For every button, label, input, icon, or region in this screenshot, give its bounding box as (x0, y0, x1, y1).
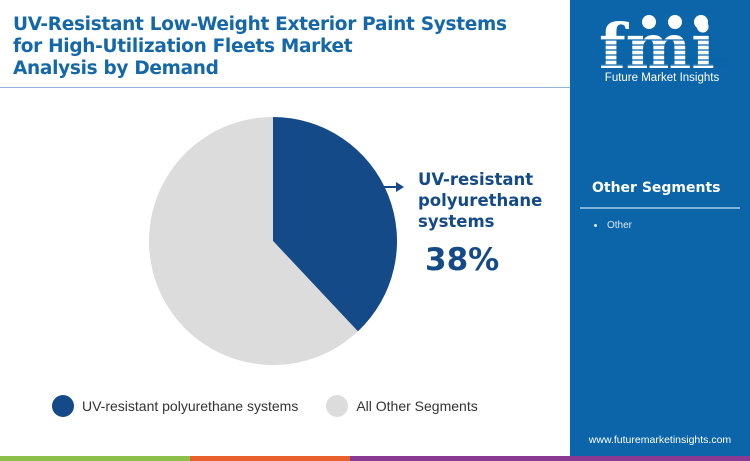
fmi-logo-icon: fmi (597, 10, 727, 72)
legend-item-other: All Other Segments (326, 395, 478, 417)
callout-line: UV-resistant (418, 170, 534, 189)
fmi-logo[interactable]: fmi Future Market Insights (597, 10, 727, 88)
footer-color-bars (0, 456, 750, 461)
page-title: UV-Resistant Low-Weight Exterior Paint S… (13, 14, 558, 80)
callout-label: UV-resistant polyurethane systems (418, 169, 542, 232)
title-line-3: Analysis by Demand (13, 58, 219, 79)
segment-label: Other (607, 220, 633, 231)
callout-value: 38% (425, 242, 500, 278)
legend-label: All Other Segments (356, 398, 478, 414)
header: UV-Resistant Low-Weight Exterior Paint S… (0, 0, 570, 88)
legend-swatch-icon (52, 395, 74, 417)
pie-svg (148, 117, 397, 365)
arrow-right-icon (380, 182, 404, 192)
divider (580, 207, 740, 209)
other-segments-title: Other Segments (592, 180, 721, 196)
title-line-1: UV-Resistant Low-Weight Exterior Paint S… (13, 14, 507, 35)
bullet-icon (594, 224, 597, 227)
brand-name: Future Market Insights (604, 72, 720, 84)
pie-chart (148, 116, 398, 366)
chart-legend: UV-resistant polyurethane systems All Ot… (52, 395, 506, 417)
title-line-2: for High-Utilization Fleets Market (13, 36, 353, 57)
callout-line: systems (418, 212, 495, 231)
segment-item-other: Other (594, 220, 632, 231)
pie-slice (148, 117, 358, 365)
footer-bar-orange (190, 456, 350, 461)
footer-bar-purple (350, 456, 750, 461)
legend-label: UV-resistant polyurethane systems (82, 398, 299, 414)
website-link[interactable]: www.futuremarketinsights.com (588, 434, 732, 446)
callout-line: polyurethane (418, 191, 543, 210)
legend-item-uv: UV-resistant polyurethane systems (52, 395, 298, 417)
pie-slice (273, 117, 397, 332)
footer-bar-green (0, 456, 190, 461)
sidebar: fmi Future Market Insights Other Segment… (570, 0, 750, 461)
legend-swatch-icon (326, 395, 349, 417)
